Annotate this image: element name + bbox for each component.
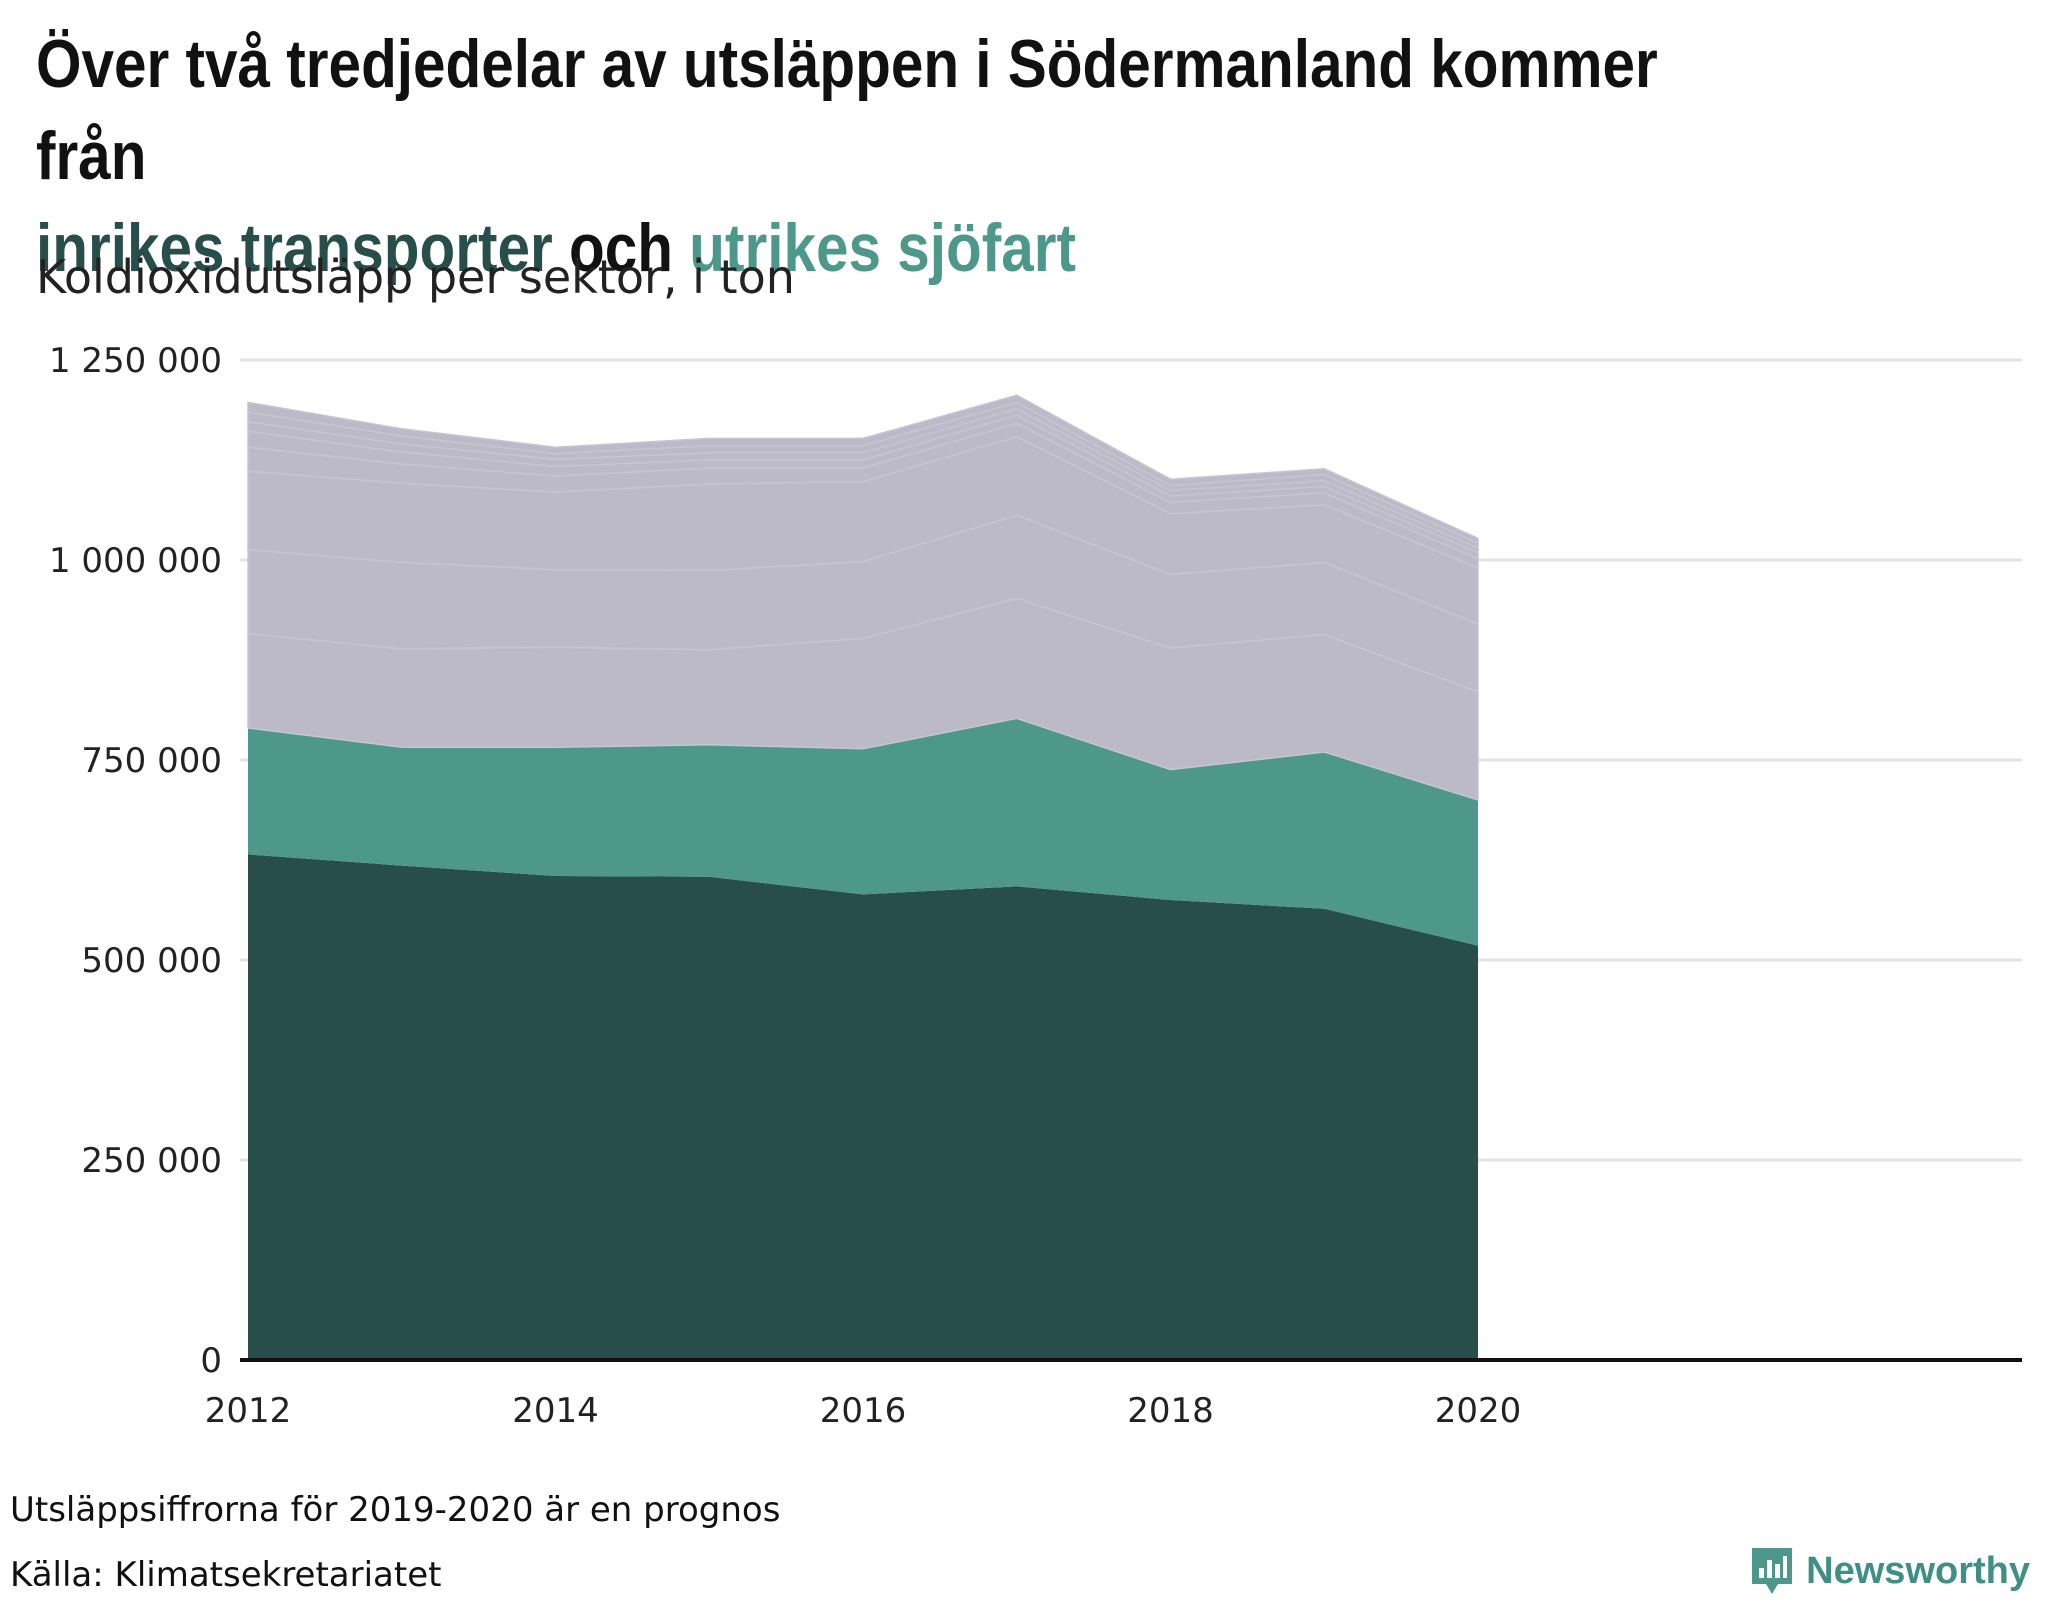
area-inrikes-transporter xyxy=(248,854,1478,1360)
brand-name: Newsworthy xyxy=(1806,1549,2030,1592)
x-tick-label: 2016 xyxy=(820,1391,907,1431)
area-other-sector-9 xyxy=(247,394,1479,545)
x-tick-label: 2014 xyxy=(512,1391,599,1431)
y-tick-label: 750 000 xyxy=(81,741,222,781)
area-chart: 0 250 000 500 000 750 000 1 000 000 1 250 000… xyxy=(49,341,2022,1431)
y-tick-label: 0 xyxy=(200,1341,222,1381)
x-tick-label: 2018 xyxy=(1127,1391,1214,1431)
area-utrikes-sjöfart xyxy=(248,718,1478,946)
title-highlight-utrikes: utrikes sjöfart xyxy=(689,210,1077,286)
title-line1: Över två tredjedelar av utsläppen i Söde… xyxy=(36,26,1658,194)
stacked-areas xyxy=(247,394,1479,1360)
brand-logo: Newsworthy xyxy=(1750,1546,2030,1596)
title-highlight-inrikes: inrikes transporter xyxy=(36,210,553,286)
y-tick-label: 500 000 xyxy=(81,941,222,981)
source-note: Källa: Klimatsekretariatet xyxy=(10,1555,442,1595)
x-tick-label: 2020 xyxy=(1435,1391,1522,1431)
axes: 0 250 000 500 000 750 000 1 000 000 1 250 000… xyxy=(49,341,2022,1431)
y-tick-label: 1 000 000 xyxy=(49,541,222,581)
newsworthy-logo-icon xyxy=(1752,1548,1793,1594)
chart-title: Över två tredjedelar av utsläppen i Söde… xyxy=(36,18,1747,294)
footnote: Utsläppsiffrorna för 2019-2020 är en pro… xyxy=(10,1490,781,1530)
y-tick-label: 250 000 xyxy=(81,1141,222,1181)
title-connector: och xyxy=(569,210,674,286)
y-tick-label: 1 250 000 xyxy=(49,341,222,381)
x-tick-label: 2012 xyxy=(205,1391,292,1431)
chart-subtitle: Koldioxidutsläpp per sektor, i ton xyxy=(36,250,795,304)
